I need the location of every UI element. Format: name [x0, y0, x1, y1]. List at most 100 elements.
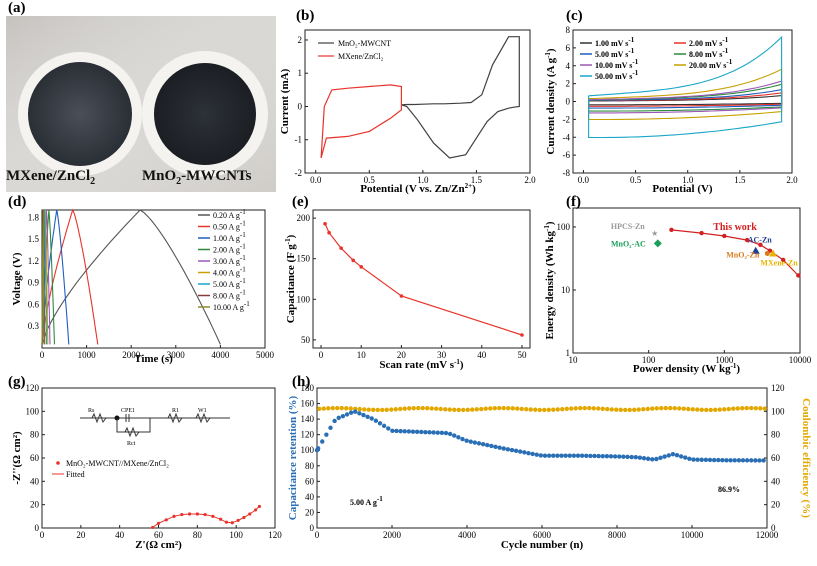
coulombic-point	[546, 407, 551, 413]
retention-point	[683, 455, 688, 460]
legend-entry: 5.00 mV s-1	[595, 47, 635, 59]
data-point	[203, 512, 207, 517]
x-tick-label: 10	[357, 350, 367, 360]
coulombic-point	[605, 406, 610, 412]
label-part: -1	[240, 208, 246, 216]
coulombic-point	[519, 406, 524, 412]
coulombic-point	[420, 405, 425, 411]
data-point	[242, 515, 246, 520]
coulombic-point	[501, 405, 506, 411]
coulombic-point	[555, 407, 560, 412]
legend-entry: 8.00 mV s-1	[689, 47, 729, 59]
coulombic-point	[371, 407, 376, 413]
coulombic-point	[479, 406, 484, 412]
retention-point	[728, 458, 733, 463]
y-tick-label: 60	[305, 476, 315, 486]
y-tick-label: 1.5	[28, 234, 40, 244]
reference-label: MnO₂-AC	[611, 239, 646, 248]
coulombic-point	[488, 406, 493, 411]
mxene-disk	[28, 62, 132, 166]
y-tick-label: 20	[305, 507, 315, 517]
coulombic-point	[690, 407, 695, 412]
x-tick-label: 1000	[78, 350, 97, 360]
label-part: -1	[628, 47, 634, 55]
coulombic-point	[753, 405, 758, 411]
coulombic-point	[537, 407, 542, 413]
retention-point	[596, 453, 601, 459]
retention-point	[687, 456, 692, 461]
coulombic-point	[407, 406, 412, 411]
retention-point	[332, 418, 337, 424]
retention-point	[443, 430, 449, 436]
x-tick-label: 40	[115, 530, 125, 540]
x-axis-label: Z'(Ω cm²)	[135, 539, 182, 551]
gcd-curve	[41, 209, 45, 345]
retention-point	[394, 428, 399, 434]
label-part: -1	[722, 47, 728, 55]
label-part: Capacitance (F g	[285, 244, 297, 324]
retention-point	[390, 428, 395, 433]
coulombic-point	[330, 405, 335, 411]
coulombic-point	[497, 405, 502, 411]
y2-tick-label: 0	[771, 523, 776, 533]
legend-entry: 1.00 A g-1	[213, 231, 246, 243]
retention-point	[621, 454, 626, 459]
y2-tick-label: 80	[771, 430, 781, 440]
retention-point	[324, 432, 329, 437]
coulombic-point	[591, 406, 596, 411]
retention-point	[699, 457, 704, 462]
retention-point	[518, 449, 523, 454]
data-point	[781, 257, 786, 263]
retention-point	[530, 451, 535, 457]
coulombic-point	[506, 405, 511, 411]
x-tick-label: 4000	[211, 350, 230, 360]
y-tick-label: 0.9	[28, 278, 40, 288]
y-tick-label: -8	[563, 168, 571, 178]
retention-point	[575, 453, 581, 458]
y-tick-label: 100	[297, 294, 311, 304]
y-tick-label: 140	[301, 414, 315, 424]
data-point	[758, 242, 763, 248]
plot-frame	[41, 387, 276, 529]
label-part: 0.20 A g	[213, 211, 240, 220]
label-part: 10.00 mV s	[595, 61, 632, 70]
y-tick-label: 10	[561, 285, 571, 295]
data-point	[248, 512, 252, 516]
retention-point	[398, 428, 403, 434]
label-part: -1	[722, 36, 728, 44]
y-tick-label: 120	[26, 383, 40, 393]
coulombic-point	[551, 407, 556, 412]
coulombic-point	[735, 406, 740, 411]
plot-frame	[304, 29, 531, 174]
x-tick-label: 10000	[789, 355, 812, 365]
legend-entry: 2.00 A g-1	[213, 243, 246, 255]
label-part: Power density (W kg	[633, 363, 731, 375]
retention-point	[402, 429, 407, 434]
retention-point	[588, 453, 593, 459]
coulombic-point	[681, 406, 686, 411]
retention-point	[749, 458, 754, 463]
x-tick-label: 2000	[383, 530, 402, 540]
retention-point	[472, 440, 478, 445]
legend-entry: 50.00 mV s-1	[595, 69, 639, 81]
y2-tick-label: 100	[771, 406, 785, 416]
x-tick-label: 5000	[256, 350, 275, 360]
label-part: Current density (A g	[545, 57, 557, 154]
retention-point	[724, 458, 729, 463]
x-axis-label: Power density (W kg-1)	[633, 362, 741, 375]
panel-label: (h)	[292, 374, 310, 390]
legend-entry: Fitted	[66, 470, 85, 479]
cv-curve	[320, 84, 402, 159]
y-tick-label: 1.2	[28, 256, 39, 266]
y-tick-label: 20	[30, 500, 40, 510]
x-axis-label: Time (s)	[134, 353, 173, 365]
retention-point	[377, 421, 383, 426]
retention-point	[666, 453, 671, 458]
retention-point	[757, 458, 762, 463]
x-tick-label: 20	[397, 350, 407, 360]
x-tick-label: 1.0	[417, 175, 429, 185]
coulombic-point	[393, 407, 398, 412]
label-part: -1	[284, 238, 292, 244]
